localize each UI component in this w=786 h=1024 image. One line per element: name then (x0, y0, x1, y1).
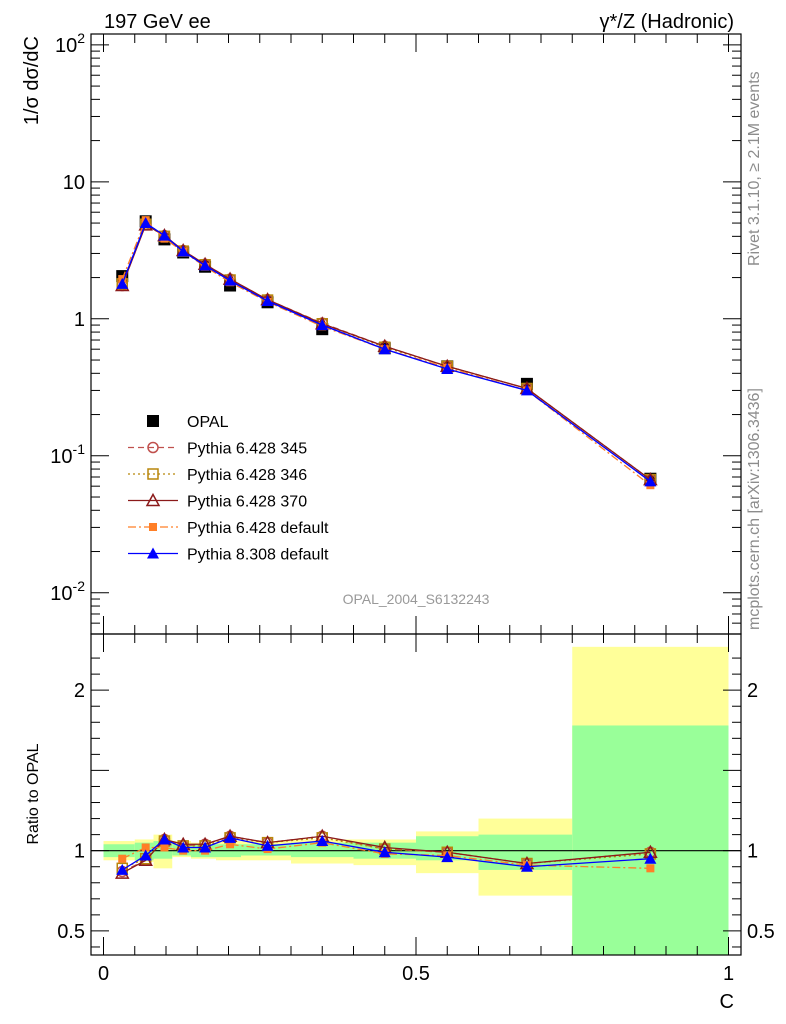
ratio-y-axis-label: Ratio to OPAL (25, 743, 42, 844)
legend-marker-p345 (147, 441, 159, 454)
legend-label-p346: Pythia 6.428 346 (187, 467, 307, 484)
legend-marker-p6def (149, 523, 157, 531)
x-tick-label: 0 (98, 963, 109, 985)
ratio-y-tick-label-right: 1 (747, 841, 758, 863)
main-y-tick-label: 1 (74, 309, 85, 331)
main-y-tick-label: 102 (55, 30, 85, 57)
header-process-label: γ*/Z (Hadronic) (600, 11, 734, 33)
data-point-p8def (139, 217, 152, 229)
data-point-p8def (261, 294, 274, 306)
ratio-point-p8def (177, 841, 190, 853)
data-point-p8def (316, 319, 329, 331)
data-point-p8def (644, 475, 657, 487)
x-tick-label: 1 (723, 963, 734, 985)
ratio-plot-series (114, 828, 658, 879)
main-y-tick-label: 10 (63, 172, 85, 194)
data-point-p8def (199, 259, 212, 271)
data-point-p8def (116, 277, 129, 289)
ratio-point-p8def (139, 849, 152, 861)
rivet-version-label: Rivet 3.1.10, ≥ 2.1M events (746, 71, 763, 266)
legend: OPAL Pythia 6.428 345 Pythia 6.428 346 Pyth… (128, 414, 329, 564)
x-tick-label: 0.5 (402, 963, 430, 985)
legend-label-p8def: Pythia 8.308 default (187, 547, 329, 564)
main-plot-series (114, 215, 658, 490)
ratio-point-p8def (378, 846, 391, 858)
legend-label-data: OPAL (187, 414, 229, 431)
ratio-line-p6def (121, 841, 651, 869)
ratio-uncertainty-bands (103, 646, 729, 955)
legend-marker-p346 (147, 468, 159, 480)
data-point-p8def (177, 245, 190, 257)
ratio-point-p6def (226, 840, 235, 849)
main-y-tick-label: 10-2 (50, 578, 85, 605)
main-frame (90, 33, 742, 635)
mcplots-source-label: mcplots.cern.ch [arXiv:1306.3436] (746, 388, 763, 630)
ratio-y-tick-label-left: 2 (74, 680, 85, 702)
legend-label-p370: Pythia 6.428 370 (187, 494, 307, 511)
ratio-point-p6def (160, 843, 169, 852)
legend-marker-p8def (147, 547, 159, 559)
x-axis-label: C (720, 991, 734, 1013)
main-plot-frame: 10-2 10-1 1 10 102 (50, 30, 742, 635)
ratio-point-p8def (158, 833, 171, 845)
ratio-point-p8def (644, 852, 657, 864)
main-y-tick-label: 10-1 (50, 441, 85, 468)
ratio-y-tick-label-right: 2 (747, 680, 758, 702)
data-point-p8def (441, 363, 454, 375)
data-point-p8def (158, 229, 171, 241)
analysis-watermark: OPAL_2004_S6132243 (343, 591, 490, 607)
ratio-point-p8def (116, 863, 129, 875)
ratio-point-p8def (441, 851, 454, 863)
ratio-y-tick-label-left: 0.5 (57, 921, 85, 943)
series-line-p8def (121, 221, 651, 482)
ratio-band-inner (291, 842, 354, 858)
data-point-p8def (520, 384, 533, 396)
legend-marker-p370 (145, 492, 161, 507)
legend-label-p6def: Pythia 6.428 default (187, 520, 329, 537)
legend-label-p345: Pythia 6.428 345 (187, 441, 307, 458)
ratio-point-p6def (118, 854, 127, 863)
ratio-point-p8def (316, 835, 329, 847)
ratio-point-p6def (646, 864, 655, 873)
ratio-y-tick-label-left: 1 (74, 841, 85, 863)
data-point-p8def (378, 343, 391, 355)
ratio-point-p6def (141, 843, 150, 852)
ratio-point-p8def (199, 841, 212, 853)
header-energy-label: 197 GeV ee (104, 11, 211, 33)
main-y-axis-label: 1/σ dσ/dC (21, 36, 43, 125)
ratio-point-p8def (261, 839, 274, 851)
data-point-p8def (224, 274, 237, 286)
ratio-point-p8def (224, 831, 237, 843)
legend-marker-data (147, 415, 159, 427)
ratio-point-p8def (520, 860, 533, 872)
ratio-band-inner (572, 725, 729, 955)
ratio-y-tick-label-right: 0.5 (747, 921, 775, 943)
